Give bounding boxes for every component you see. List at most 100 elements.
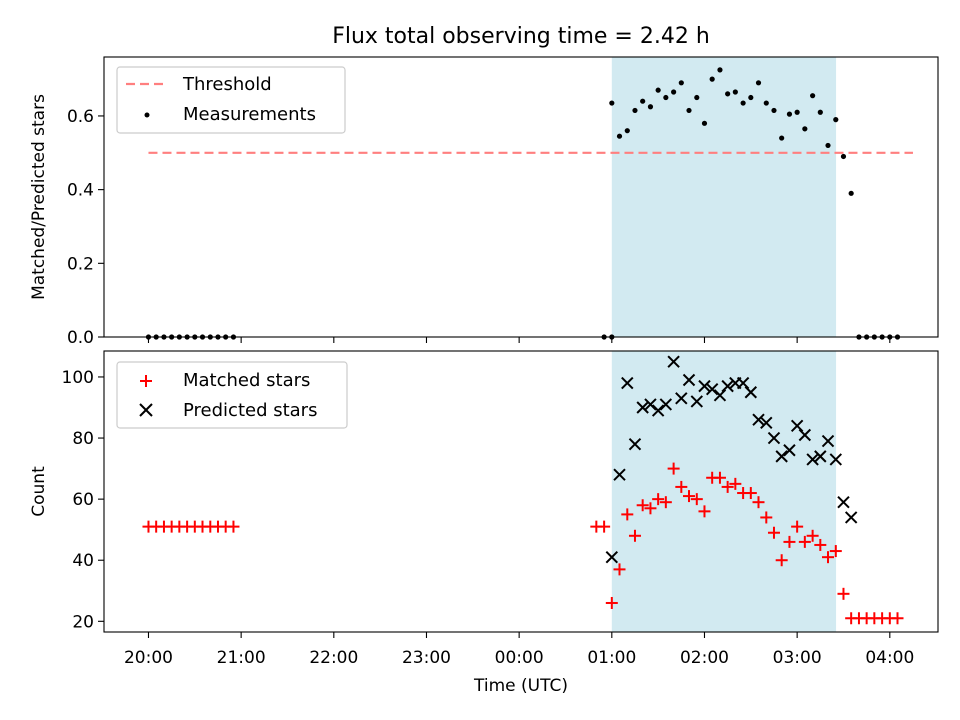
matched-star-point	[783, 535, 796, 548]
predicted-star-point	[790, 419, 804, 433]
predicted-star-point	[698, 379, 711, 393]
top-legend: Threshold Measurements	[116, 66, 346, 134]
legend-matched-swatch	[140, 375, 152, 387]
matched-star-point	[628, 529, 641, 542]
matched-star-point	[644, 502, 657, 515]
matched-star-point	[621, 508, 634, 521]
y-tick-label: 20	[72, 612, 94, 632]
predicted-star-point	[814, 450, 827, 463]
measurement-point	[663, 94, 669, 101]
measurement-point	[717, 67, 723, 73]
predicted-star-point	[736, 376, 750, 390]
matched-star-point	[683, 490, 696, 503]
matched-star-point	[822, 551, 835, 564]
legend-matched-label: Matched stars	[183, 370, 310, 391]
top-panel: 0.0 0.2 0.4 0.6 Matched/Predicted stars Thr…	[29, 56, 939, 348]
matched-star-point	[829, 545, 842, 558]
matched-star-point	[721, 480, 734, 493]
legend-predicted-swatch	[139, 403, 153, 417]
measurement-points	[145, 67, 901, 340]
measurement-point	[817, 109, 823, 115]
chart-title: Flux total observing time = 2.42 h	[332, 24, 710, 49]
y-tick-label: 0.4	[67, 181, 94, 201]
measurement-point	[833, 117, 839, 123]
matched-star-point	[227, 520, 240, 533]
bottom-observing-window	[611, 351, 837, 632]
x-tick-label: 20:00	[124, 648, 173, 668]
predicted-star-point	[636, 401, 649, 414]
x-tick-label: 03:00	[773, 648, 822, 668]
matched-star-point	[636, 499, 649, 512]
measurement-point	[732, 89, 738, 95]
measurement-point	[632, 107, 638, 114]
measurement-point	[810, 93, 816, 99]
matched-star-point	[891, 612, 904, 625]
x-tick-label: 00:00	[495, 648, 544, 668]
top-x-ticks	[147, 337, 891, 343]
measurement-point	[701, 120, 708, 126]
y-tick-label: 40	[72, 551, 94, 571]
predicted-star-point	[829, 453, 842, 466]
predicted-star-point	[682, 373, 696, 387]
predicted-star-point	[744, 386, 758, 399]
measurement-point	[686, 107, 692, 114]
matched-star-point	[698, 505, 711, 518]
top-legend-box	[116, 66, 346, 134]
predicted-star-point	[713, 389, 727, 402]
matched-star-point	[598, 520, 611, 533]
predicted-star-point	[613, 468, 626, 481]
x-tick-label: 04:00	[865, 648, 914, 668]
predicted-star-point	[644, 398, 657, 411]
x-tick-label: 02:00	[680, 648, 729, 668]
predicted-star-point	[675, 392, 688, 405]
predicted-star-point	[798, 428, 812, 442]
x-tick-label: 21:00	[217, 648, 266, 668]
legend-predicted-label: Predicted stars	[183, 400, 317, 421]
matched-star-point	[775, 554, 788, 567]
measurement-point	[802, 126, 808, 132]
measurement-point	[609, 100, 615, 106]
measurement-point	[694, 94, 700, 101]
top-y-label: Matched/Predicted stars	[29, 94, 49, 300]
measurement-point	[640, 98, 646, 104]
bottom-legend-box	[116, 361, 348, 429]
matched-star-points	[142, 462, 904, 625]
matched-star-point	[760, 511, 773, 524]
matched-star-point	[605, 596, 618, 609]
legend-measurements-swatch	[144, 112, 150, 118]
matched-star-point	[806, 529, 819, 542]
predicted-star-points	[605, 355, 858, 564]
measurement-point	[825, 142, 831, 149]
measurement-point	[655, 87, 661, 93]
measurement-point	[709, 76, 715, 82]
matched-star-point	[752, 496, 765, 509]
measurement-point	[671, 89, 677, 95]
top-y-ticks: 0.0 0.2 0.4 0.6	[67, 107, 104, 348]
matched-star-point	[798, 535, 811, 548]
measurement-point	[840, 153, 847, 160]
y-tick-label: 80	[72, 429, 94, 449]
predicted-star-point	[705, 382, 719, 396]
x-axis-label: Time (UTC)	[473, 676, 568, 696]
matched-star-point	[767, 526, 780, 539]
measurement-point	[848, 190, 854, 196]
legend-threshold-label: Threshold	[182, 74, 272, 95]
bottom-axes-frame	[103, 350, 939, 633]
legend-measurements-label: Measurements	[183, 104, 316, 125]
measurement-point	[725, 91, 731, 97]
predicted-star-point	[628, 437, 642, 451]
measurement-point	[755, 80, 762, 86]
bottom-y-label: Count	[29, 466, 49, 517]
measurement-point	[786, 111, 793, 117]
predicted-star-point	[806, 453, 819, 466]
predicted-star-point	[760, 416, 773, 429]
y-tick-label: 0.0	[67, 328, 94, 348]
matched-star-point	[837, 587, 850, 600]
predicted-star-point	[690, 395, 703, 408]
predicted-star-point	[821, 434, 835, 448]
matched-star-point	[613, 563, 626, 576]
matched-star-point	[791, 520, 804, 533]
y-tick-label: 0.6	[67, 107, 94, 127]
measurement-point	[748, 94, 754, 101]
